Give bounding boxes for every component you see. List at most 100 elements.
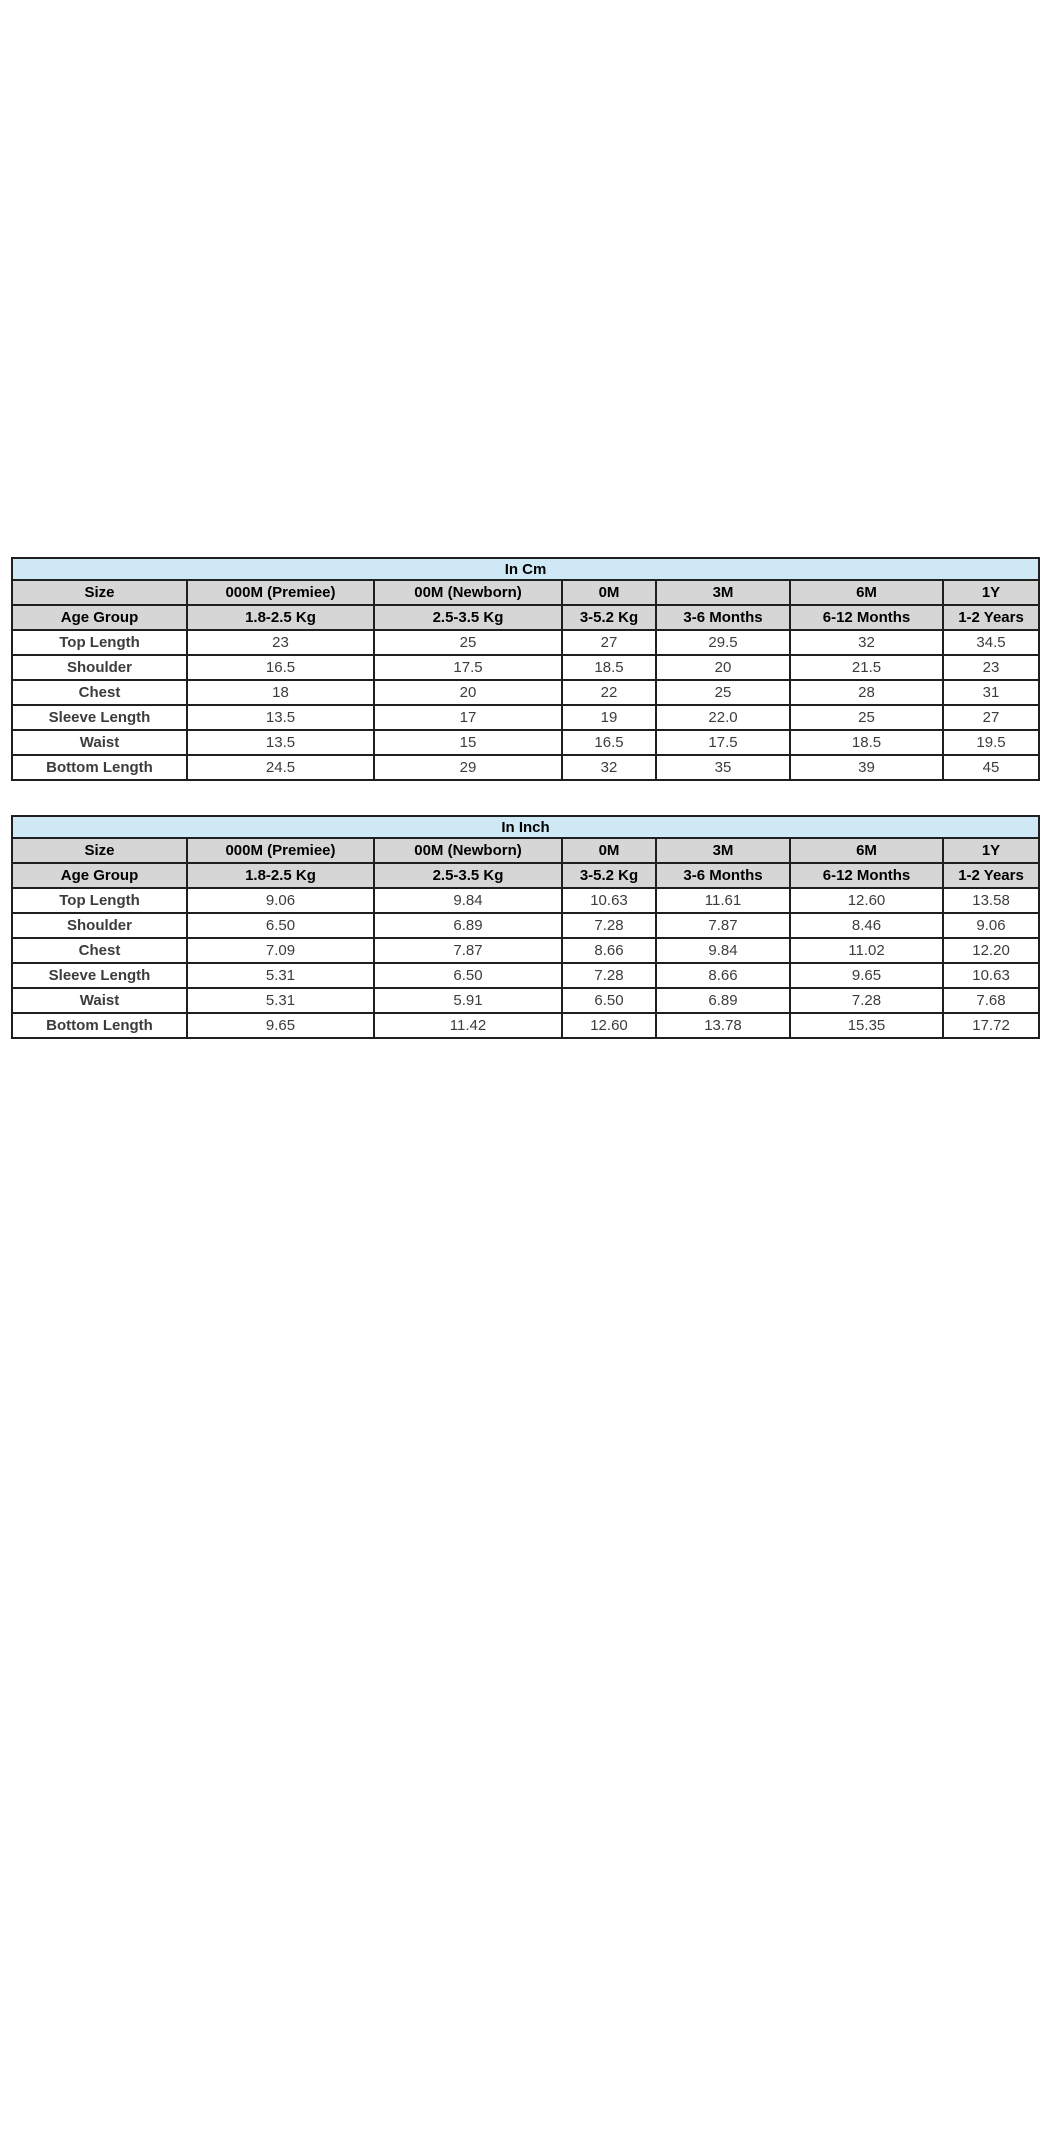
value-cell: 22 bbox=[561, 679, 657, 706]
row-label: Sleeve Length bbox=[11, 962, 188, 989]
column-header: 1Y bbox=[941, 837, 1041, 864]
age-group-header: 3-6 Months bbox=[655, 862, 791, 889]
column-header: 00M (Newborn) bbox=[373, 579, 563, 606]
value-cell: 11.02 bbox=[789, 937, 944, 964]
value-cell: 7.28 bbox=[561, 962, 657, 989]
age-group-header: 1-2 Years bbox=[941, 604, 1041, 631]
age-group-header: 3-5.2 Kg bbox=[561, 604, 657, 631]
value-cell: 18 bbox=[186, 679, 375, 706]
value-cell: 20 bbox=[655, 654, 791, 681]
value-cell: 15.35 bbox=[789, 1012, 944, 1039]
value-cell: 11.42 bbox=[373, 1012, 563, 1039]
table-row: Bottom Length 24.5 29 32 35 39 45 bbox=[11, 754, 1041, 781]
value-cell: 5.31 bbox=[186, 962, 375, 989]
row-label: Waist bbox=[11, 729, 188, 756]
value-cell: 8.66 bbox=[561, 937, 657, 964]
table-title-row: In Inch bbox=[10, 815, 1041, 839]
value-cell: 19.5 bbox=[941, 729, 1041, 756]
row-label: Chest bbox=[11, 679, 188, 706]
column-header: 00M (Newborn) bbox=[373, 837, 563, 864]
column-header: 0M bbox=[561, 579, 657, 606]
value-cell: 11.61 bbox=[655, 887, 791, 914]
value-cell: 13.5 bbox=[186, 729, 375, 756]
column-header: 000M (Premiee) bbox=[186, 579, 375, 606]
table-row: Shoulder 16.5 17.5 18.5 20 21.5 23 bbox=[11, 654, 1041, 681]
value-cell: 12.60 bbox=[561, 1012, 657, 1039]
value-cell: 9.06 bbox=[941, 912, 1041, 939]
column-header: 3M bbox=[655, 837, 791, 864]
value-cell: 45 bbox=[941, 754, 1041, 781]
value-cell: 16.5 bbox=[561, 729, 657, 756]
value-cell: 12.20 bbox=[941, 937, 1041, 964]
value-cell: 21.5 bbox=[789, 654, 944, 681]
value-cell: 7.87 bbox=[655, 912, 791, 939]
age-group-header: 6-12 Months bbox=[789, 604, 944, 631]
column-header: 6M bbox=[789, 837, 944, 864]
age-group-header: 1-2 Years bbox=[941, 862, 1041, 889]
age-group-header: 1.8-2.5 Kg bbox=[186, 604, 375, 631]
value-cell: 7.87 bbox=[373, 937, 563, 964]
value-cell: 8.66 bbox=[655, 962, 791, 989]
table-title-row: In Cm bbox=[10, 557, 1041, 581]
value-cell: 27 bbox=[561, 629, 657, 656]
value-cell: 12.60 bbox=[789, 887, 944, 914]
value-cell: 13.58 bbox=[941, 887, 1041, 914]
value-cell: 9.84 bbox=[655, 937, 791, 964]
table-row: Chest 7.09 7.87 8.66 9.84 11.02 12.20 bbox=[11, 937, 1041, 964]
table-row: Bottom Length 9.65 11.42 12.60 13.78 15.… bbox=[11, 1012, 1041, 1039]
value-cell: 9.06 bbox=[186, 887, 375, 914]
column-header: 1Y bbox=[941, 579, 1041, 606]
value-cell: 9.65 bbox=[789, 962, 944, 989]
value-cell: 32 bbox=[561, 754, 657, 781]
value-cell: 9.65 bbox=[186, 1012, 375, 1039]
value-cell: 19 bbox=[561, 704, 657, 731]
row-label: Shoulder bbox=[11, 654, 188, 681]
value-cell: 13.78 bbox=[655, 1012, 791, 1039]
value-cell: 25 bbox=[789, 704, 944, 731]
value-cell: 34.5 bbox=[941, 629, 1041, 656]
table-row: Waist 5.31 5.91 6.50 6.89 7.28 7.68 bbox=[11, 987, 1041, 1014]
value-cell: 25 bbox=[655, 679, 791, 706]
value-cell: 17.72 bbox=[941, 1012, 1041, 1039]
value-cell: 24.5 bbox=[186, 754, 375, 781]
table-row: Sleeve Length 13.5 17 19 22.0 25 27 bbox=[11, 704, 1041, 731]
value-cell: 25 bbox=[373, 629, 563, 656]
value-cell: 7.28 bbox=[789, 987, 944, 1014]
age-group-header: 1.8-2.5 Kg bbox=[186, 862, 375, 889]
table-row: Top Length 23 25 27 29.5 32 34.5 bbox=[11, 629, 1041, 656]
row-label: Sleeve Length bbox=[11, 704, 188, 731]
row-label: Top Length bbox=[11, 629, 188, 656]
table-row: Waist 13.5 15 16.5 17.5 18.5 19.5 bbox=[11, 729, 1041, 756]
value-cell: 39 bbox=[789, 754, 944, 781]
column-header: 0M bbox=[561, 837, 657, 864]
value-cell: 23 bbox=[941, 654, 1041, 681]
value-cell: 6.50 bbox=[561, 987, 657, 1014]
age-group-header-label: Age Group bbox=[11, 862, 188, 889]
value-cell: 29.5 bbox=[655, 629, 791, 656]
value-cell: 6.50 bbox=[186, 912, 375, 939]
value-cell: 5.91 bbox=[373, 987, 563, 1014]
table-row: Top Length 9.06 9.84 10.63 11.61 12.60 1… bbox=[11, 887, 1041, 914]
value-cell: 27 bbox=[941, 704, 1041, 731]
value-cell: 29 bbox=[373, 754, 563, 781]
size-header-row: Size 000M (Premiee) 00M (Newborn) 0M 3M … bbox=[11, 837, 1041, 864]
size-header-label: Size bbox=[11, 837, 188, 864]
age-group-header: 2.5-3.5 Kg bbox=[373, 604, 563, 631]
value-cell: 35 bbox=[655, 754, 791, 781]
age-group-header-row: Age Group 1.8-2.5 Kg 2.5-3.5 Kg 3-5.2 Kg… bbox=[11, 862, 1041, 889]
age-group-header: 3-5.2 Kg bbox=[561, 862, 657, 889]
age-group-header: 3-6 Months bbox=[655, 604, 791, 631]
table-row: Chest 18 20 22 25 28 31 bbox=[11, 679, 1041, 706]
column-header: 3M bbox=[655, 579, 791, 606]
value-cell: 7.09 bbox=[186, 937, 375, 964]
value-cell: 18.5 bbox=[789, 729, 944, 756]
value-cell: 9.84 bbox=[373, 887, 563, 914]
column-header: 000M (Premiee) bbox=[186, 837, 375, 864]
row-label: Top Length bbox=[11, 887, 188, 914]
table-title: In Cm bbox=[10, 557, 1041, 581]
size-header-row: Size 000M (Premiee) 00M (Newborn) 0M 3M … bbox=[11, 579, 1041, 606]
value-cell: 6.89 bbox=[373, 912, 563, 939]
value-cell: 17.5 bbox=[373, 654, 563, 681]
column-header: 6M bbox=[789, 579, 944, 606]
value-cell: 16.5 bbox=[186, 654, 375, 681]
